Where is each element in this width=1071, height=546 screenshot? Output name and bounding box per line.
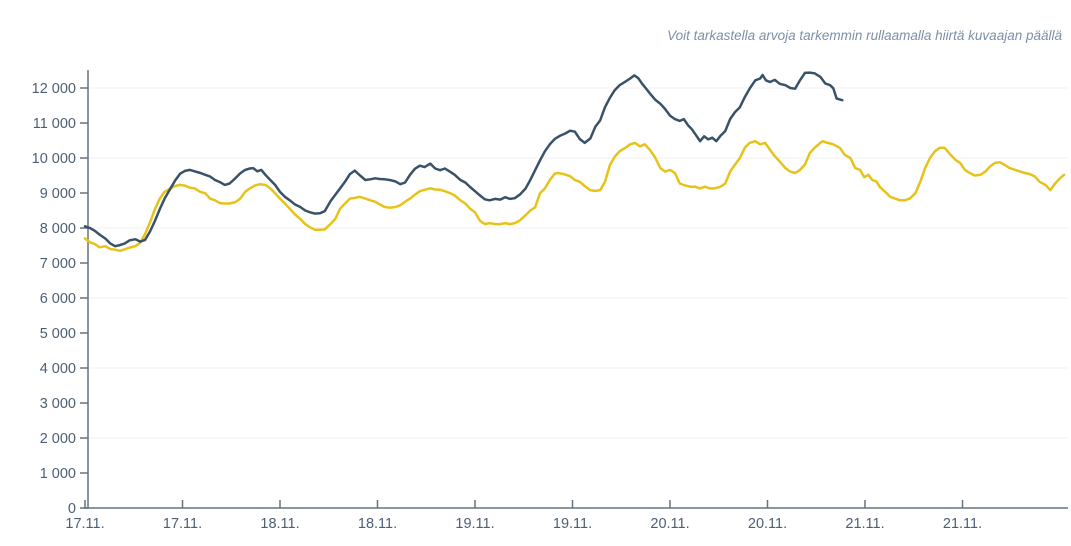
x-axis-ticks [84,500,964,508]
y-tick-label: 1 000 [40,466,76,482]
y-tick-label: 5 000 [40,326,76,342]
gridlines [88,87,1068,439]
y-axis-ticks [80,87,88,509]
y-tick-label: 0 [68,501,76,517]
axes [84,70,1068,509]
y-tick-label: 11 000 [33,116,76,132]
y-tick-label: 10 000 [32,151,76,167]
x-tick-label: 21.11. [845,516,884,532]
x-tick-label: 19.11. [455,516,494,532]
zoom-hint-text: Voit tarkastella arvoja tarkemmin rullaa… [667,28,1062,43]
y-tick-label: 2 000 [40,431,76,447]
chart-series [83,71,1066,253]
x-tick-label: 17.11. [65,516,104,532]
x-tick-label: 21.11. [943,516,982,532]
series-yellow-line [83,139,1066,253]
x-tick-label: 20.11. [650,516,689,532]
y-tick-label: 7 000 [40,256,76,272]
y-tick-label: 3 000 [40,396,76,412]
series-dark-blue-line [83,71,844,248]
x-tick-label: 18.11. [260,516,299,532]
y-tick-label: 6 000 [40,291,76,307]
x-axis-labels: 17.11. 17.11. 18.11. 18.11. 19.11. 19.11. 20.1… [65,516,982,532]
x-tick-label: 20.11. [748,516,787,532]
y-axis-labels: 0 1 000 2 000 3 000 4 000 5 000 6 000 7 000 8 00… [32,81,76,517]
y-tick-label: 12 000 [32,81,76,97]
y-tick-label: 9 000 [40,186,76,202]
x-tick-label: 17.11. [163,516,202,532]
y-tick-label: 8 000 [40,221,76,237]
y-tick-label: 4 000 [40,361,76,377]
x-tick-label: 19.11. [553,516,592,532]
x-tick-label: 18.11. [358,516,397,532]
